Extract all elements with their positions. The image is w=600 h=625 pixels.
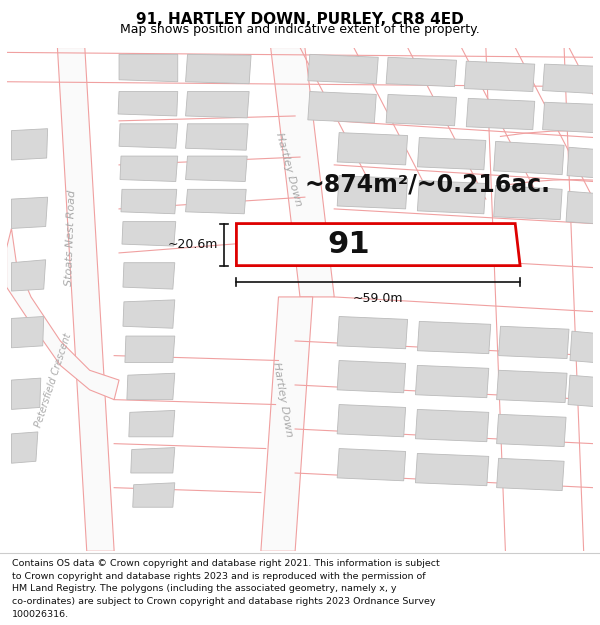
Polygon shape <box>129 411 175 437</box>
Polygon shape <box>185 54 251 84</box>
Polygon shape <box>11 432 38 463</box>
Polygon shape <box>464 61 535 91</box>
Text: ~20.6m: ~20.6m <box>167 238 218 251</box>
Text: Hartley Down: Hartley Down <box>274 132 303 208</box>
Polygon shape <box>131 448 175 473</box>
Polygon shape <box>185 189 246 214</box>
Polygon shape <box>337 404 406 437</box>
Polygon shape <box>542 64 593 94</box>
Polygon shape <box>122 222 176 246</box>
Polygon shape <box>127 373 175 399</box>
Polygon shape <box>418 181 486 214</box>
Polygon shape <box>236 224 520 266</box>
Polygon shape <box>418 138 486 170</box>
Polygon shape <box>118 91 178 116</box>
Polygon shape <box>261 297 313 551</box>
Polygon shape <box>570 331 593 362</box>
Polygon shape <box>337 361 406 392</box>
Polygon shape <box>497 458 564 491</box>
Polygon shape <box>497 414 566 447</box>
Polygon shape <box>11 197 47 229</box>
Polygon shape <box>386 58 457 87</box>
Text: ~874m²/~0.216ac.: ~874m²/~0.216ac. <box>304 173 550 196</box>
Text: ~59.0m: ~59.0m <box>353 292 404 305</box>
Text: co-ordinates) are subject to Crown copyright and database rights 2023 Ordnance S: co-ordinates) are subject to Crown copyr… <box>12 598 436 606</box>
Polygon shape <box>11 378 41 409</box>
Polygon shape <box>542 102 593 132</box>
Polygon shape <box>123 262 175 289</box>
Text: Hartley Down: Hartley Down <box>271 361 294 438</box>
Polygon shape <box>337 176 407 209</box>
Text: 91, HARTLEY DOWN, PURLEY, CR8 4ED: 91, HARTLEY DOWN, PURLEY, CR8 4ED <box>136 12 464 27</box>
Polygon shape <box>11 260 46 291</box>
Polygon shape <box>185 124 248 150</box>
Polygon shape <box>7 229 119 399</box>
Polygon shape <box>567 148 593 178</box>
Polygon shape <box>119 124 178 148</box>
Text: 91: 91 <box>328 230 370 259</box>
Polygon shape <box>497 370 567 402</box>
Polygon shape <box>337 449 406 481</box>
Polygon shape <box>494 186 562 219</box>
Text: 100026316.: 100026316. <box>12 610 69 619</box>
Polygon shape <box>415 409 489 442</box>
Polygon shape <box>494 141 564 174</box>
Polygon shape <box>11 129 47 160</box>
Polygon shape <box>120 156 178 181</box>
Polygon shape <box>308 91 376 123</box>
Polygon shape <box>337 316 407 349</box>
Polygon shape <box>566 191 593 224</box>
Polygon shape <box>308 54 378 84</box>
Polygon shape <box>418 321 491 354</box>
Polygon shape <box>123 300 175 328</box>
Polygon shape <box>415 366 489 398</box>
Text: HM Land Registry. The polygons (including the associated geometry, namely x, y: HM Land Registry. The polygons (includin… <box>12 584 397 594</box>
Text: Contains OS data © Crown copyright and database right 2021. This information is : Contains OS data © Crown copyright and d… <box>12 559 440 568</box>
Text: Map shows position and indicative extent of the property.: Map shows position and indicative extent… <box>120 22 480 36</box>
Polygon shape <box>58 48 114 551</box>
Text: to Crown copyright and database rights 2023 and is reproduced with the permissio: to Crown copyright and database rights 2… <box>12 571 425 581</box>
Polygon shape <box>121 189 177 214</box>
Polygon shape <box>271 48 334 297</box>
Polygon shape <box>185 91 249 118</box>
Polygon shape <box>185 156 247 181</box>
Polygon shape <box>337 132 407 165</box>
Polygon shape <box>119 54 178 82</box>
Polygon shape <box>415 453 489 486</box>
Polygon shape <box>466 98 535 129</box>
Text: Stoats Nest Road: Stoats Nest Road <box>64 190 78 286</box>
Polygon shape <box>499 326 569 359</box>
Text: Petersfield Crescent: Petersfield Crescent <box>34 332 73 428</box>
Polygon shape <box>386 94 457 126</box>
Polygon shape <box>133 482 175 508</box>
Polygon shape <box>11 316 44 348</box>
Polygon shape <box>568 375 593 406</box>
Polygon shape <box>125 336 175 362</box>
